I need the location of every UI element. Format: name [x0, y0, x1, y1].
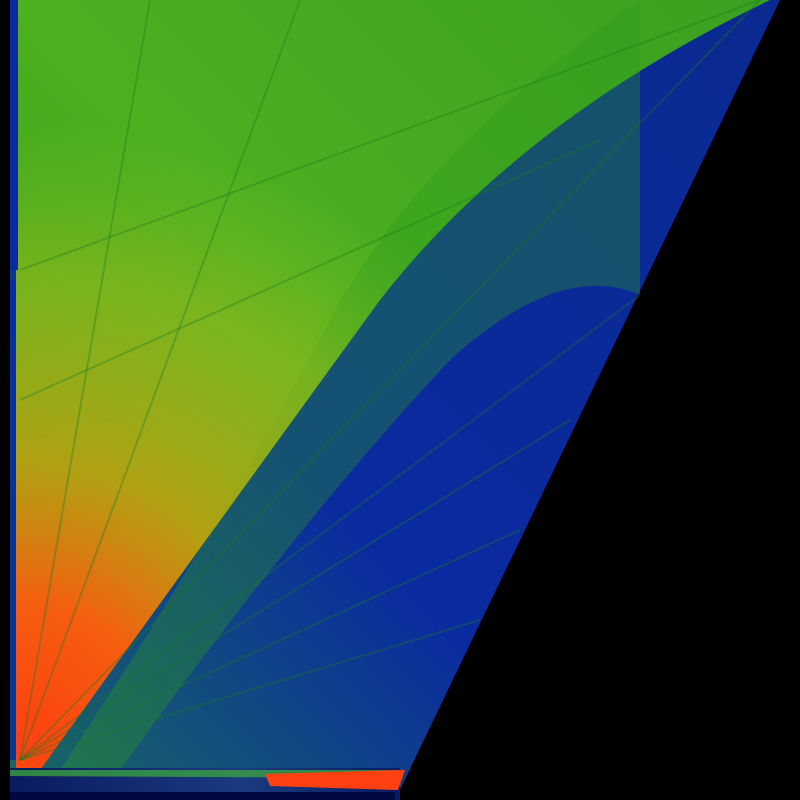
- green-band: [60, 0, 640, 770]
- hot-region: [16, 0, 770, 770]
- left-stripe: [10, 280, 16, 760]
- ray: [19, 529, 521, 761]
- fan-rays: [19, 0, 761, 761]
- ray: [19, 0, 151, 761]
- ray: [19, 0, 761, 271]
- ray: [19, 139, 601, 401]
- bottom-dark: [10, 792, 395, 800]
- ray: [19, 0, 761, 761]
- ray: [19, 619, 481, 761]
- left-stripe: [10, 0, 18, 270]
- bottom-hot-strip: [265, 770, 405, 790]
- ray: [19, 419, 571, 761]
- ray: [19, 294, 641, 761]
- ray: [19, 0, 301, 761]
